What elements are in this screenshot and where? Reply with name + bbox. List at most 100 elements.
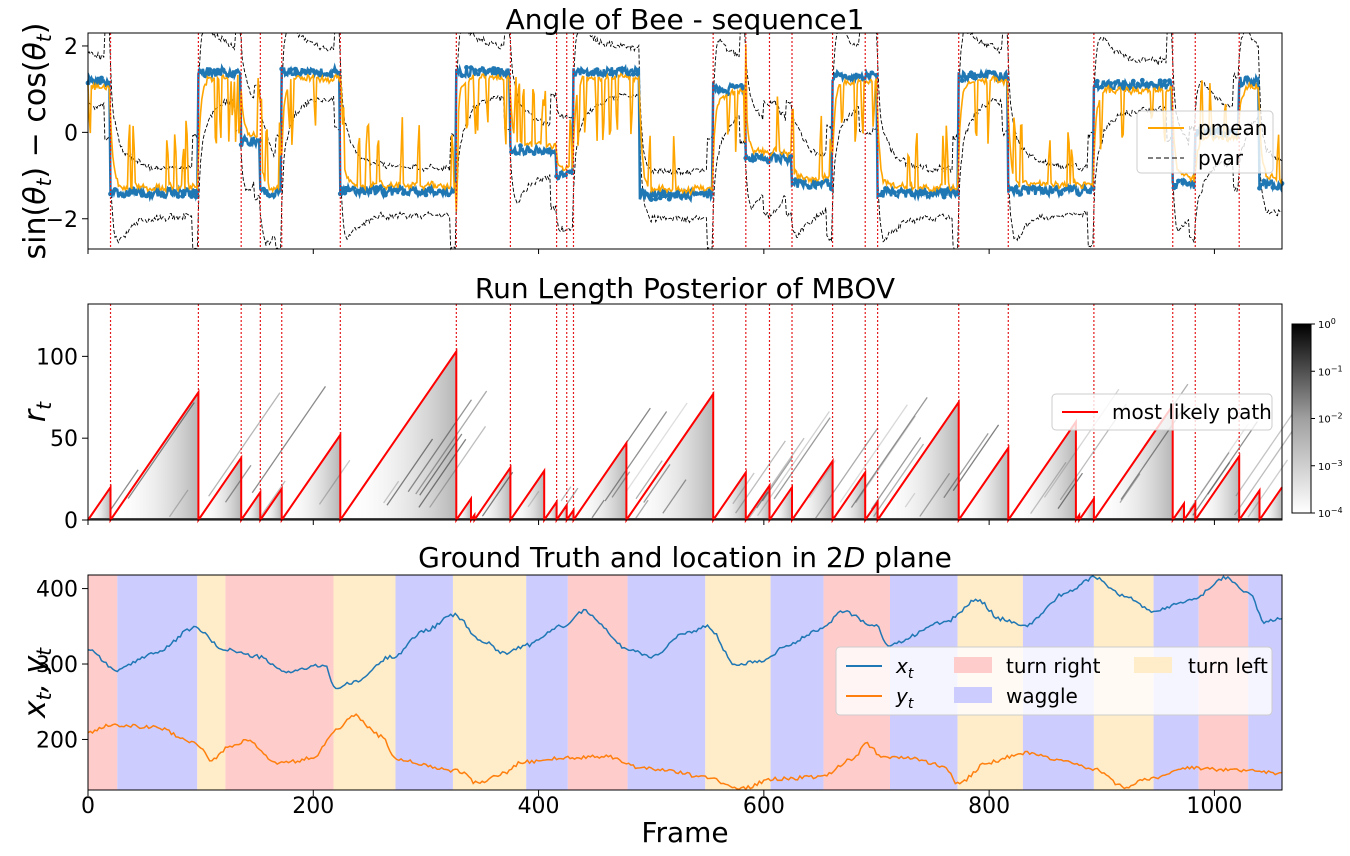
- observed-point: [720, 88, 726, 94]
- observed-point: [306, 68, 312, 74]
- colorbar-tick-label: 10−2: [1318, 412, 1343, 426]
- observed-point: [437, 188, 442, 194]
- posterior-streak: [318, 459, 351, 505]
- observed-point: [482, 69, 487, 74]
- observed-point: [928, 191, 933, 196]
- observed-point: [473, 68, 478, 74]
- observed-point: [1022, 185, 1028, 191]
- yt-line: [87, 713, 1283, 791]
- observed-point: [991, 70, 996, 76]
- groundtruth-xtick-label: 1000: [1186, 794, 1242, 819]
- segment-waggle: [395, 575, 453, 790]
- observed-point: [793, 177, 798, 183]
- posterior-streak: [429, 425, 487, 508]
- observed-point: [842, 73, 848, 79]
- groundtruth-ytick-label: 400: [36, 578, 78, 603]
- observed-point: [919, 191, 924, 197]
- angle-ylabel: sin(θt) − cos(θt): [18, 23, 56, 260]
- observed-point: [892, 190, 897, 196]
- segment-turn-right: [225, 575, 334, 790]
- observed-point: [1094, 78, 1100, 84]
- angle-ytick-label: 0: [64, 121, 78, 146]
- posterior-streak: [773, 417, 831, 500]
- observed-point: [738, 83, 744, 88]
- runlength-plot-area: [87, 304, 1299, 524]
- angle-title: Angle of Bee - sequence1: [506, 3, 865, 36]
- posterior-streak: [643, 464, 671, 503]
- angle-y-ticks: −2 0 2: [46, 35, 88, 233]
- observed-point: [1031, 185, 1037, 190]
- observed-point: [847, 75, 852, 81]
- posterior-streak: [591, 499, 605, 519]
- observed-point: [1099, 84, 1105, 90]
- segment-turn-left: [452, 575, 527, 790]
- observed-point: [594, 67, 600, 72]
- posterior-streak: [109, 469, 139, 511]
- observed-point: [175, 194, 181, 199]
- observed-point: [612, 69, 618, 75]
- posterior-streak: [168, 489, 189, 518]
- observed-point: [887, 189, 893, 195]
- posterior-streak: [1247, 459, 1289, 518]
- angle-panel: Angle of Bee - sequence1 −2 0 2 sin(θt) − …: [18, 3, 1285, 260]
- observed-point: [247, 142, 253, 147]
- observed-point: [1076, 192, 1082, 198]
- observed-point: [558, 170, 564, 176]
- colorbar-tick-label: 10−3: [1318, 459, 1343, 473]
- posterior-streak: [251, 386, 327, 494]
- observed-point: [486, 68, 492, 73]
- posterior-streak: [839, 404, 908, 503]
- observed-point: [1162, 78, 1168, 84]
- posterior-streak: [127, 402, 195, 499]
- observed-point: [216, 70, 222, 76]
- observed-point: [1139, 77, 1145, 83]
- legend-turn-right-label: turn right: [1006, 654, 1101, 678]
- observed-point: [310, 68, 316, 74]
- posterior-streak: [761, 457, 793, 502]
- observed-point: [964, 75, 969, 80]
- posterior-streak: [259, 480, 286, 518]
- observed-point: [680, 193, 686, 199]
- runlength-ytick-label: 0: [64, 509, 78, 534]
- observed-point: [734, 84, 740, 89]
- observed-point: [644, 191, 650, 197]
- observed-point: [193, 194, 199, 200]
- legend-turn-left-swatch: [1134, 657, 1172, 673]
- pvar-lower-line: [87, 92, 1283, 251]
- observed-point: [761, 156, 767, 162]
- posterior-streak: [1235, 413, 1294, 497]
- observed-point: [1167, 78, 1172, 84]
- observed-point: [977, 73, 983, 79]
- observed-point: [1130, 78, 1136, 84]
- groundtruth-xtick-label: 400: [518, 794, 560, 819]
- observed-point: [518, 143, 523, 149]
- observed-point: [590, 69, 595, 75]
- segment-turn-right: [88, 575, 118, 790]
- observed-point: [157, 191, 163, 197]
- angle-ytick-label: 2: [64, 35, 78, 60]
- angle-legend: pmean pvar: [1136, 110, 1274, 174]
- posterior-streak: [904, 492, 916, 508]
- posterior-streak: [560, 486, 572, 502]
- observed-point: [1275, 185, 1280, 191]
- observed-point: [1063, 186, 1069, 192]
- segment-turn-right: [567, 575, 628, 790]
- observed-point: [959, 78, 965, 83]
- observed-point: [202, 73, 208, 79]
- groundtruth-legend: xt yt turn right waggle turn left: [835, 646, 1273, 716]
- observed-point: [986, 69, 992, 75]
- observed-point: [536, 149, 541, 154]
- colorbar-ticks: 100 10−1 10−2 10−3 10−4: [1311, 317, 1343, 520]
- posterior-streak: [735, 440, 786, 514]
- observed-point: [896, 189, 902, 195]
- observed-point: [824, 178, 830, 184]
- posterior-streak: [1189, 452, 1230, 510]
- observed-point: [878, 192, 884, 198]
- angle-plot-area: [85, 31, 1285, 251]
- observed-point: [1058, 191, 1064, 196]
- observed-point: [941, 194, 947, 200]
- observed-point: [653, 196, 659, 202]
- groundtruth-xtick-label: 0: [81, 794, 95, 819]
- segment-turn-left: [197, 575, 226, 790]
